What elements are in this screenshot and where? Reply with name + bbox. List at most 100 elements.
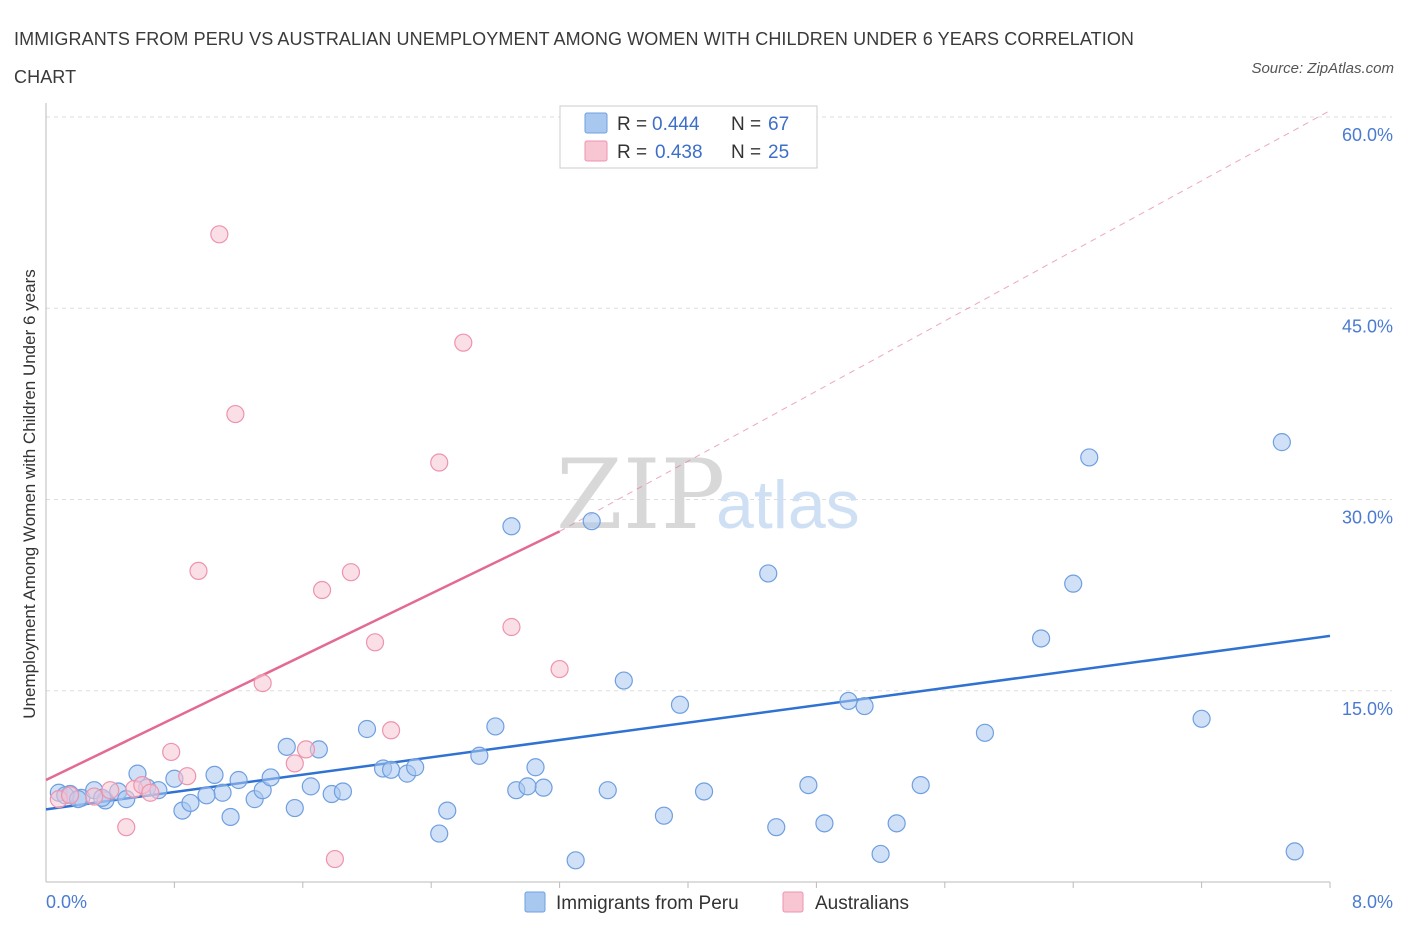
point-blue-42 (759, 564, 778, 583)
legend-n-label-australians: N = (731, 142, 761, 163)
axes (45, 103, 1331, 888)
point-pink-7 (141, 783, 160, 802)
point-pink-21 (430, 453, 449, 472)
trend-line-blue (45, 634, 1331, 811)
legend-r-label-australians: R = (617, 142, 647, 163)
point-blue-61 (381, 760, 401, 779)
stats-legend: R = 0.444 N = 67 R = 0.438 N = 25 (559, 105, 818, 169)
source-label: Source: ZipAtlas.com (1251, 60, 1394, 77)
point-blue-57 (1285, 842, 1304, 861)
point-blue-35 (566, 851, 585, 870)
point-pink-16 (312, 580, 332, 600)
point-pink-15 (296, 740, 316, 759)
watermark-zip: ZIP (556, 439, 725, 551)
data-points (49, 225, 1304, 870)
point-pink-4 (117, 818, 136, 837)
point-blue-28 (438, 801, 457, 820)
point-blue-14 (229, 770, 248, 790)
point-pink-14 (285, 754, 304, 773)
legend-n-value-peru: 67 (768, 114, 789, 135)
point-blue-51 (975, 723, 995, 742)
x-tick-label-0: 0.0% (46, 892, 87, 912)
point-pink-9 (178, 767, 197, 786)
point-blue-26 (406, 758, 425, 777)
point-blue-48 (871, 844, 890, 864)
point-blue-34 (534, 778, 553, 797)
point-pink-20 (381, 721, 401, 740)
point-pink-2 (85, 787, 104, 806)
x-tick-label-1: 8.0% (1352, 892, 1393, 912)
point-pink-13 (253, 673, 272, 693)
y-tick-label-0: 15.0% (1342, 699, 1393, 719)
point-blue-55 (1192, 709, 1211, 728)
point-pink-19 (365, 633, 385, 652)
series-legend: Immigrants from Peru Australians (524, 891, 909, 914)
legend-r-value-australians: 0.438 (655, 142, 703, 163)
point-blue-62 (518, 777, 537, 796)
point-blue-50 (911, 775, 930, 795)
point-blue-39 (654, 806, 674, 825)
series-swatch-australians (782, 891, 804, 913)
legend-swatch-peru (584, 112, 608, 134)
trend-extension-pink (559, 110, 1331, 532)
legend-r-label-peru: R = (617, 114, 647, 135)
legend-n-value-australians: 25 (768, 142, 789, 163)
point-pink-17 (325, 849, 344, 869)
point-blue-18 (285, 798, 304, 818)
point-blue-43 (767, 818, 786, 837)
watermark-atlas: atlas (716, 467, 860, 543)
legend-n-label-peru: N = (731, 114, 761, 135)
point-blue-49 (887, 814, 906, 833)
point-blue-31 (502, 517, 521, 536)
point-blue-47 (855, 696, 874, 716)
point-blue-64 (261, 768, 280, 787)
point-blue-45 (815, 814, 834, 833)
point-blue-17 (277, 737, 296, 756)
point-blue-11 (205, 765, 224, 785)
point-blue-23 (357, 719, 377, 739)
point-pink-22 (454, 333, 473, 352)
series-swatch-peru (524, 891, 546, 913)
point-blue-29 (470, 746, 489, 765)
point-blue-56 (1272, 433, 1291, 452)
legend-r-value-peru: 0.444 (652, 114, 700, 135)
point-blue-54 (1080, 448, 1099, 467)
chart-title: IMMIGRANTS FROM PERU VS AUSTRALIAN UNEMP… (14, 29, 1135, 87)
y-tick-label-1: 30.0% (1342, 508, 1393, 528)
point-pink-8 (162, 742, 181, 762)
point-pink-1 (60, 786, 80, 805)
point-blue-52 (1031, 629, 1051, 648)
grid-lines (46, 116, 1392, 692)
legend-swatch-australians (584, 140, 608, 162)
y-tick-label-3: 60.0% (1342, 125, 1393, 145)
point-blue-36 (582, 512, 601, 531)
point-blue-41 (694, 782, 714, 801)
point-blue-27 (430, 824, 449, 843)
point-blue-10 (181, 793, 200, 813)
point-pink-10 (189, 561, 208, 581)
y-tick-label-2: 45.0% (1342, 316, 1393, 336)
point-blue-44 (799, 775, 818, 795)
point-pink-12 (226, 404, 245, 424)
series-label-australians: Australians (815, 893, 909, 914)
point-blue-37 (598, 781, 617, 800)
point-blue-12 (213, 783, 232, 802)
point-pink-18 (341, 563, 361, 582)
point-blue-53 (1064, 574, 1083, 593)
series-label-peru: Immigrants from Peru (556, 893, 739, 914)
watermark: ZIP atlas (556, 439, 860, 551)
point-pink-3 (101, 781, 120, 800)
point-blue-33 (526, 758, 545, 777)
point-blue-13 (221, 807, 240, 827)
point-pink-23 (502, 617, 521, 637)
point-blue-40 (670, 695, 690, 714)
point-pink-24 (550, 659, 569, 679)
point-pink-11 (210, 225, 229, 244)
tick-labels: 15.0% 30.0% 45.0% 60.0% 0.0% 8.0% (46, 125, 1393, 912)
point-blue-19 (301, 777, 320, 796)
point-blue-38 (614, 671, 633, 690)
trend-line-pink (45, 530, 561, 782)
point-blue-22 (333, 782, 353, 801)
trend-lines (45, 110, 1331, 811)
